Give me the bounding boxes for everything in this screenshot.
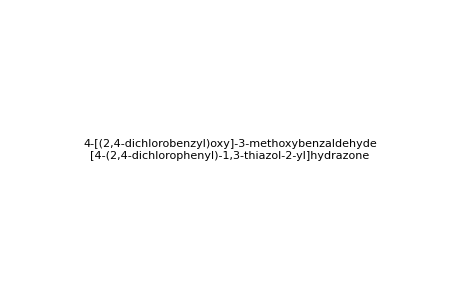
Text: 4-[(2,4-dichlorobenzyl)oxy]-3-methoxybenzaldehyde [4-(2,4-dichlorophenyl)-1,3-th: 4-[(2,4-dichlorobenzyl)oxy]-3-methoxyben… <box>83 139 376 161</box>
